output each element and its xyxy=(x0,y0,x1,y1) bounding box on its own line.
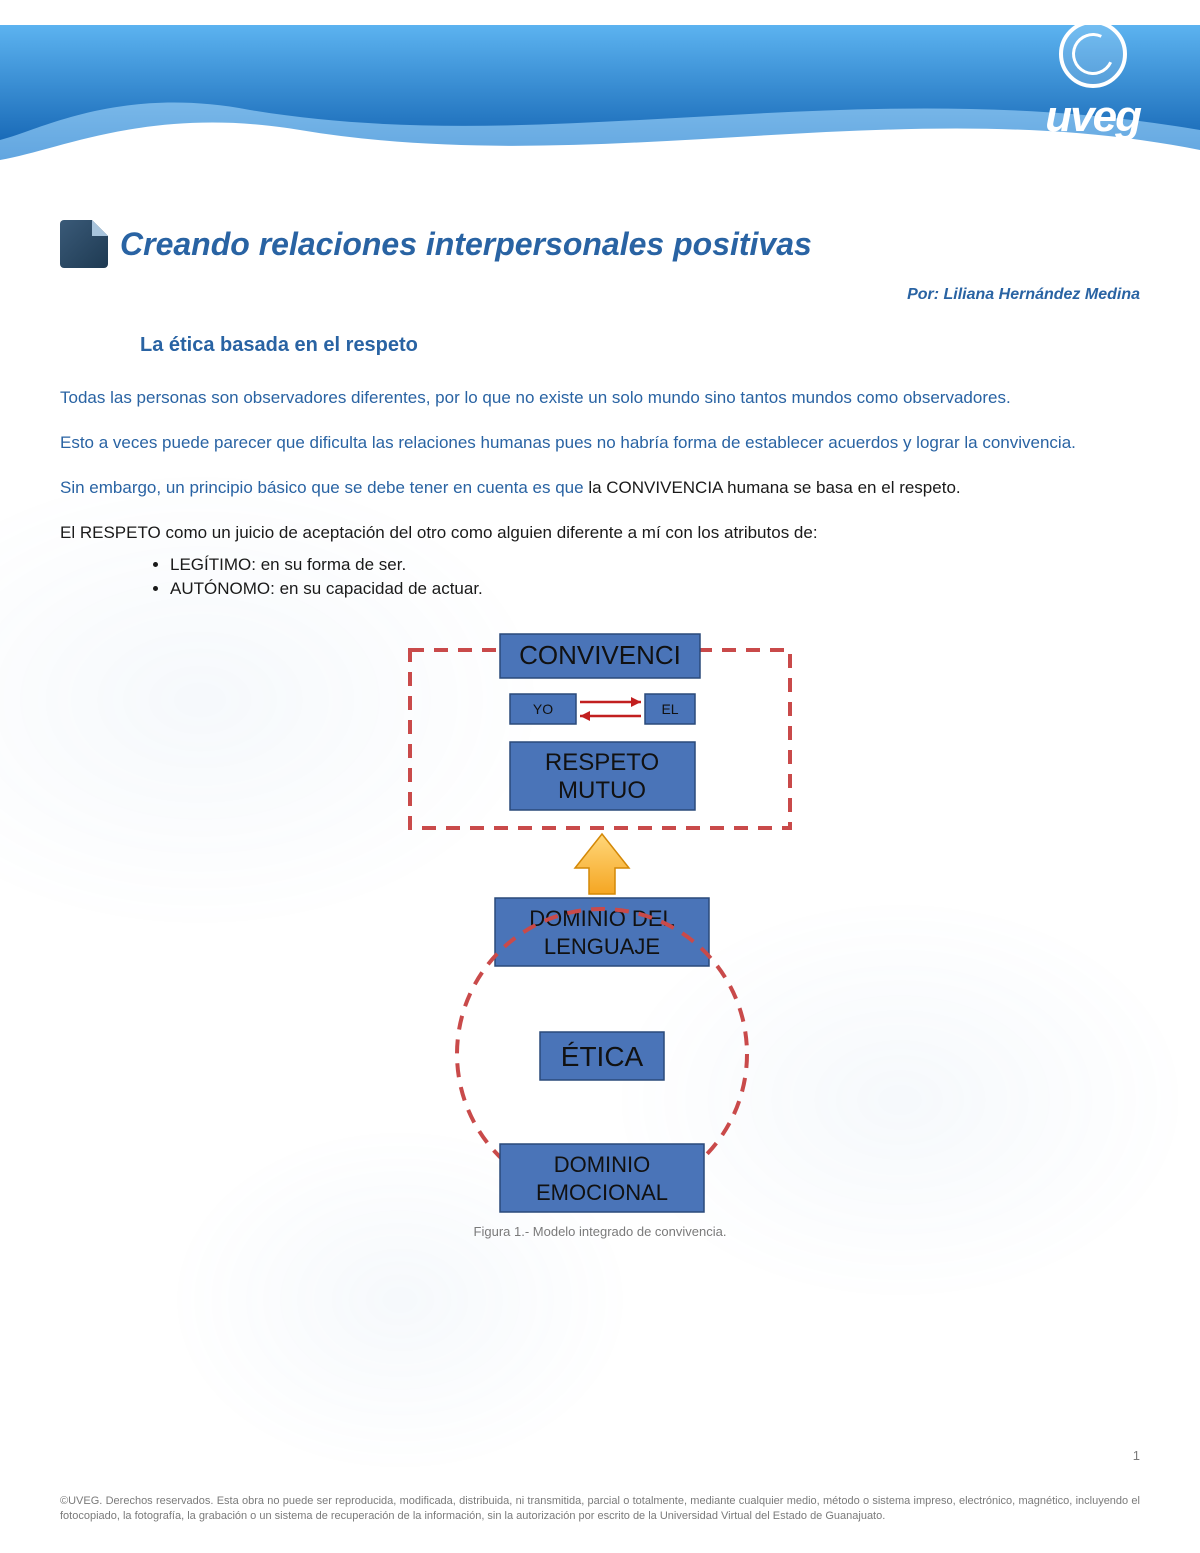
paragraph-3: Sin embargo, un principio básico que se … xyxy=(60,477,1140,500)
box-el: EL xyxy=(661,701,678,717)
paragraph-2: Esto a veces puede parecer que dificulta… xyxy=(60,432,1140,455)
footer-copyright: ©UVEG. Derechos reservados. Esta obra no… xyxy=(60,1494,1140,1523)
box-dominio2: DOMINIO xyxy=(554,1152,651,1177)
logo-text: uveg xyxy=(1045,92,1140,142)
box-convivenci: CONVIVENCI xyxy=(519,640,681,670)
subtitle: La ética basada en el respeto xyxy=(140,334,1140,357)
bullet-list: LEGÍTIMO: en su forma de ser. AUTÓNOMO: … xyxy=(170,555,1140,599)
author-line: Por: Liliana Hernández Medina xyxy=(60,286,1140,304)
box-lenguaje: LENGUAJE xyxy=(544,934,660,959)
box-yo: YO xyxy=(533,701,553,717)
bullet2-strong: AUTÓNOMO: xyxy=(170,579,275,598)
document-icon xyxy=(60,220,108,268)
box-emocional: EMOCIONAL xyxy=(536,1180,668,1205)
p3-blue: Sin embargo, un principio básico que se … xyxy=(60,478,588,497)
title-row: Creando relaciones interpersonales posit… xyxy=(60,220,1140,268)
bullet-2: AUTÓNOMO: en su capacidad de actuar. xyxy=(170,579,1140,599)
figure-caption: Figura 1.- Modelo integrado de convivenc… xyxy=(385,1224,815,1239)
paragraph-1: Todas las personas son observadores dife… xyxy=(60,387,1140,410)
content-area: Creando relaciones interpersonales posit… xyxy=(0,180,1200,1239)
p3-black: la CONVIVENCIA humana se basa en el resp… xyxy=(588,478,960,497)
bullet1-strong: LEGÍTIMO: xyxy=(170,555,256,574)
page-number: 1 xyxy=(1133,1448,1140,1463)
diagram-svg: CONVIVENCI YO EL RESPETO MUTUO xyxy=(385,624,815,1214)
bullet1-rest: en su forma de ser. xyxy=(256,555,406,574)
bullet-1: LEGÍTIMO: en su forma de ser. xyxy=(170,555,1140,575)
page-title: Creando relaciones interpersonales posit… xyxy=(120,226,812,263)
bullet2-rest: en su capacidad de actuar. xyxy=(275,579,483,598)
header-wave: uveg xyxy=(0,0,1200,180)
box-etica: ÉTICA xyxy=(561,1041,644,1072)
paragraph-4: El RESPETO como un juicio de aceptación … xyxy=(60,522,1140,545)
uveg-logo: uveg xyxy=(1045,20,1140,142)
box-respeto: RESPETO xyxy=(545,749,659,776)
up-arrow-icon xyxy=(575,834,629,894)
diagram-container: CONVIVENCI YO EL RESPETO MUTUO xyxy=(385,624,815,1239)
box-mutuo: MUTUO xyxy=(558,777,646,804)
